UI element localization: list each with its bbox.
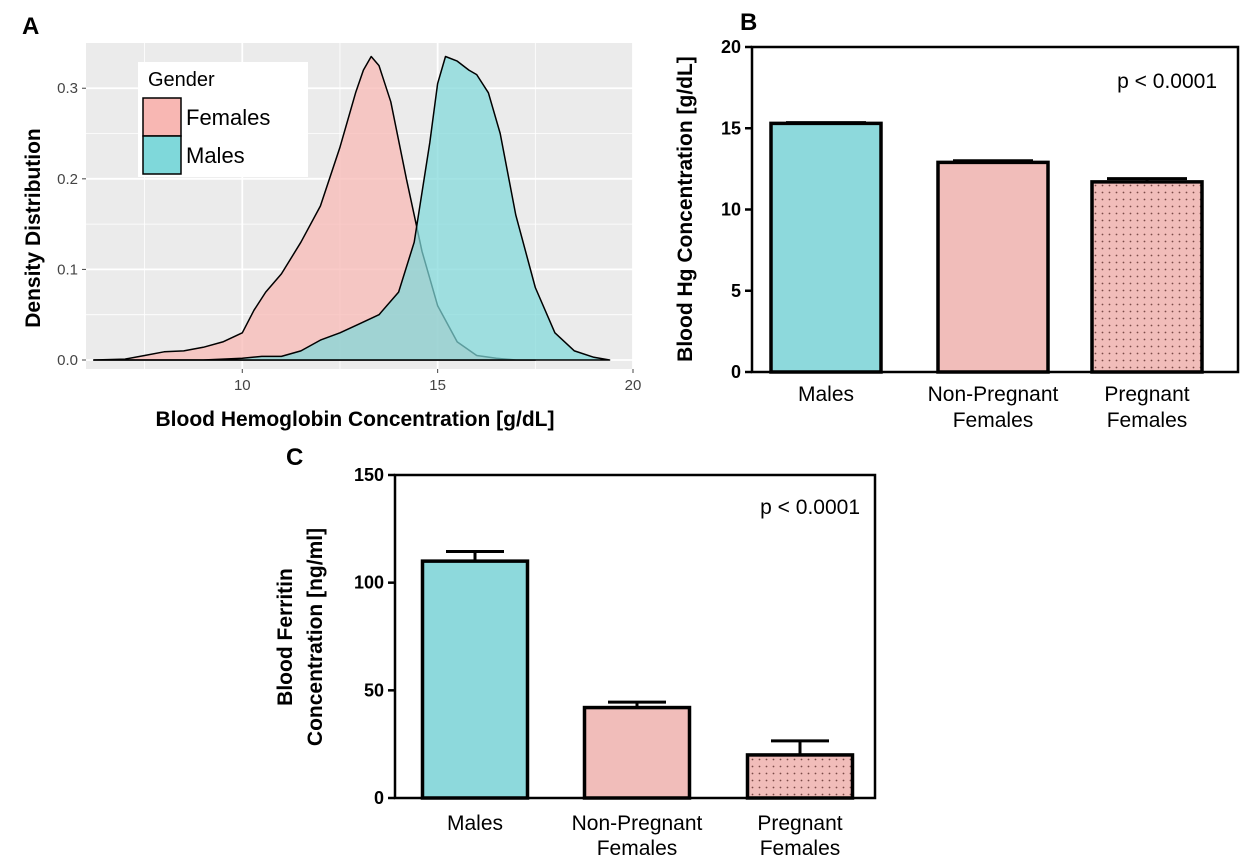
category-label: Females	[1107, 409, 1188, 432]
y-tick-label: 15	[721, 118, 741, 138]
bar-3	[745, 753, 855, 800]
category-label: Non-Pregnant	[928, 383, 1059, 406]
legend-key-females	[142, 97, 182, 137]
panel-a-ticks: 10 15 20 0.0 0.1 0.2 0.3	[57, 80, 641, 394]
category-label: Females	[953, 409, 1034, 432]
panel-c-y-axis-title-line1: Blood Ferritin	[274, 568, 297, 706]
y-tick-label: 0.0	[57, 352, 78, 369]
panel-b: B Males Non-Pregnant Females Pregnant Female…	[674, 9, 1240, 432]
y-tick-label: 0	[731, 362, 741, 382]
y-tick-label: 10	[721, 200, 741, 220]
panel-a-x-axis-title: Blood Hemoglobin Concentration [g/dL]	[156, 408, 555, 431]
panel-c-bars	[420, 549, 855, 800]
panel-c-letter: C	[286, 444, 303, 471]
category-label: Males	[798, 383, 854, 406]
bar-1	[420, 559, 530, 800]
legend-label-males: Males	[186, 143, 245, 168]
density-area-males	[93, 55, 611, 361]
axis-frame	[393, 473, 877, 800]
category-label: Non-Pregnant	[572, 812, 703, 835]
bar-1	[769, 121, 883, 374]
y-tick-label: 150	[354, 465, 384, 485]
y-tick-label: 0.3	[57, 80, 78, 97]
category-label: Females	[597, 837, 678, 860]
y-tick-label: 5	[731, 281, 741, 301]
panel-a-legend: Gender Females Males	[138, 62, 308, 177]
panel-b-p-value: p < 0.0001	[1117, 70, 1217, 93]
legend-label-females: Females	[186, 105, 270, 130]
bar-3	[1090, 180, 1204, 374]
y-tick-label: 0	[374, 788, 384, 808]
panel-b-letter: B	[740, 9, 757, 36]
panel-a-density-areas	[93, 55, 611, 361]
x-tick-label: 20	[625, 377, 642, 394]
panel-b-y-axis-title: Blood Hg Concentration [g/dL]	[674, 56, 697, 362]
y-tick-label: 100	[354, 573, 384, 593]
y-tick-label: 20	[721, 37, 741, 57]
x-tick-label: 10	[234, 377, 251, 394]
category-label: Pregnant	[757, 812, 842, 835]
bar-2	[936, 160, 1050, 374]
category-label: Females	[760, 837, 841, 860]
y-tick-label: 50	[364, 680, 384, 700]
panel-a: A 10 15 20 0.0 0.1 0.2 0.3 Blood Hemoglobin Co…	[22, 13, 641, 431]
panel-b-bars	[769, 121, 1204, 374]
legend-title: Gender	[148, 69, 215, 91]
panel-c-p-value: p < 0.0001	[760, 496, 860, 519]
panel-c-y-axis-title-line2: Concentration [ng/ml]	[304, 528, 327, 746]
y-tick-label: 0.1	[57, 261, 78, 278]
legend-key-males	[142, 135, 182, 175]
panel-a-letter: A	[22, 13, 39, 40]
category-label: Pregnant	[1104, 383, 1189, 406]
bar-2	[582, 705, 692, 800]
y-tick-label: 0.2	[57, 171, 78, 188]
category-label: Males	[447, 812, 503, 835]
panel-b-axes: Males Non-Pregnant Females Pregnant Females 0…	[721, 37, 1240, 432]
panel-c: C Males Non-PregnantFemalesPregnantFemale…	[274, 444, 877, 860]
panel-c-axes: Males Non-PregnantFemalesPregnantFemales0…	[354, 465, 877, 860]
panel-a-y-axis-title: Density Distribution	[22, 128, 45, 328]
x-tick-label: 15	[429, 377, 446, 394]
